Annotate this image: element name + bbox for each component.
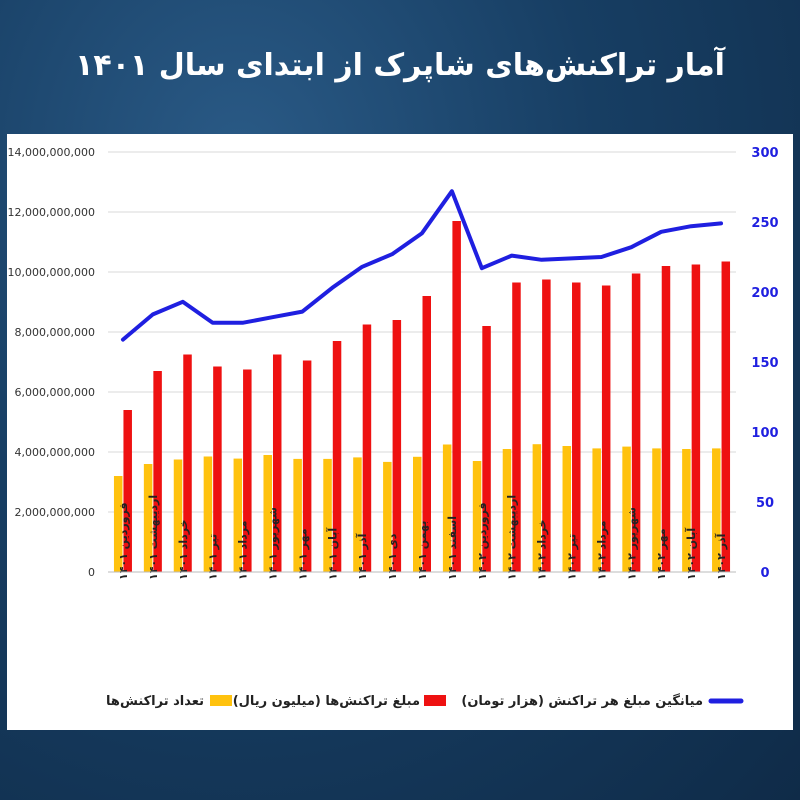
x-tick-label: شهریور ۱۴۰۲	[625, 507, 638, 580]
legend-swatch-red	[424, 695, 446, 706]
bar-transaction-count	[233, 458, 243, 572]
bar-transaction-count	[712, 448, 721, 572]
y-left-tick-label: 14,000,000,000	[8, 146, 95, 159]
x-tick-label: اردیبهشت ۱۴۰۲	[506, 495, 519, 580]
y-right-tick-label: 250	[751, 216, 778, 231]
bar-transaction-amount	[601, 285, 611, 572]
x-tick-label: آذر ۱۴۰۱	[355, 533, 369, 580]
bar-transaction-amount	[272, 354, 282, 572]
bar-transaction-count	[413, 456, 422, 572]
y-right-tick-label: 150	[751, 356, 778, 371]
y-left-tick-label: 4,000,000,000	[15, 446, 95, 459]
bar-transaction-count	[383, 461, 392, 572]
y-left-tick-label: 2,000,000,000	[15, 506, 95, 519]
bar-transaction-amount	[123, 410, 132, 572]
bar-transaction-amount	[422, 296, 431, 572]
y-left-tick-label: 6,000,000,000	[15, 386, 95, 399]
x-tick-label: مرداد ۱۴۰۱	[237, 521, 250, 580]
bar-transaction-count	[592, 448, 601, 572]
bar-transaction-count	[263, 455, 272, 572]
bar-transaction-amount	[572, 282, 581, 572]
bar-transaction-count	[502, 449, 512, 572]
x-tick-label: خرداد ۱۴۰۱	[177, 519, 190, 580]
bar-transaction-count	[682, 449, 691, 572]
bar-transaction-count	[203, 456, 213, 572]
x-tick-label: آبان ۱۴۰۱	[325, 528, 339, 580]
bar-transaction-count	[113, 476, 123, 572]
x-tick-label: اسفند ۱۴۰۱	[446, 516, 459, 580]
line-average-amount	[120, 189, 724, 342]
bar-transaction-count	[293, 458, 302, 572]
bar-transaction-amount	[213, 366, 222, 572]
legend-label-red: مبلغ تراکنش‌ها (میلیون ریال)	[233, 694, 420, 709]
bar-transaction-count	[442, 444, 452, 572]
y-right-tick-label: 100	[751, 426, 778, 441]
x-tick-label: شهریور ۱۴۰۱	[266, 507, 279, 580]
y-left-tick-label: 12,000,000,000	[8, 206, 95, 219]
legend-label-yellow: تعداد تراکنش‌ها	[106, 694, 204, 709]
bar-transaction-count	[472, 461, 482, 572]
y-left-tick-label: 0	[88, 566, 95, 579]
bar-transaction-amount	[183, 354, 192, 572]
x-tick-label: تیر ۱۴۰۱	[207, 534, 220, 580]
x-tick-label: فروردین ۱۴۰۲	[476, 502, 489, 580]
x-tick-label: خرداد ۱۴۰۲	[536, 519, 549, 580]
y-right-tick-label: 0	[760, 566, 769, 581]
bar-transaction-count	[532, 444, 542, 572]
chart-title: آمار تراکنش‌های شاپرک از ابتدای سال ۱۴۰۱	[75, 48, 725, 83]
bar-transaction-amount	[631, 273, 641, 572]
bar-transaction-amount	[452, 221, 461, 572]
bar-transaction-amount	[721, 261, 731, 572]
bar-transaction-amount	[542, 279, 551, 572]
x-tick-label: آذر ۱۴۰۲	[714, 533, 728, 580]
x-tick-label: مهر ۱۴۰۱	[296, 528, 309, 580]
legend-label-line: میانگین مبلغ هر تراکنش (هزار تومان)	[461, 693, 703, 709]
x-tick-label: تیر ۱۴۰۲	[566, 534, 579, 580]
bar-transaction-amount	[302, 360, 312, 572]
bar-transaction-count	[323, 458, 332, 572]
y-right-tick-label: 200	[751, 286, 778, 301]
bar-transaction-count	[173, 459, 183, 572]
x-tick-label: دی ۱۴۰۱	[386, 533, 399, 580]
bar-transaction-count	[353, 457, 362, 572]
bar-transaction-count	[143, 464, 153, 572]
y-left-tick-label: 8,000,000,000	[15, 326, 95, 339]
y-left-tick-label: 10,000,000,000	[8, 266, 95, 279]
x-tick-label: اردیبهشت ۱۴۰۱	[147, 495, 160, 580]
bar-transaction-amount	[512, 282, 521, 572]
x-tick-label: بهمن ۱۴۰۱	[416, 521, 429, 580]
bar-transaction-amount	[362, 324, 372, 572]
bar-transaction-amount	[332, 341, 342, 572]
y-right-tick-label: 50	[756, 496, 774, 511]
bar-transaction-amount	[661, 266, 671, 572]
x-tick-label: مرداد ۱۴۰۲	[595, 521, 608, 580]
bar-transaction-count	[622, 446, 631, 572]
x-tick-label: فروردین ۱۴۰۱	[117, 502, 130, 580]
x-tick-label: آبان ۱۴۰۲	[684, 528, 698, 580]
bar-transaction-amount	[392, 320, 402, 572]
legend-swatch-yellow	[210, 695, 232, 706]
x-tick-label: مهر ۱۴۰۲	[655, 528, 668, 580]
bar-transaction-amount	[482, 326, 491, 572]
bar-transaction-amount	[153, 371, 162, 572]
bar-transaction-amount	[691, 264, 701, 572]
y-right-tick-label: 300	[751, 146, 778, 161]
bar-transaction-count	[562, 446, 572, 572]
bar-transaction-count	[652, 448, 661, 572]
bar-transaction-amount	[243, 369, 252, 572]
